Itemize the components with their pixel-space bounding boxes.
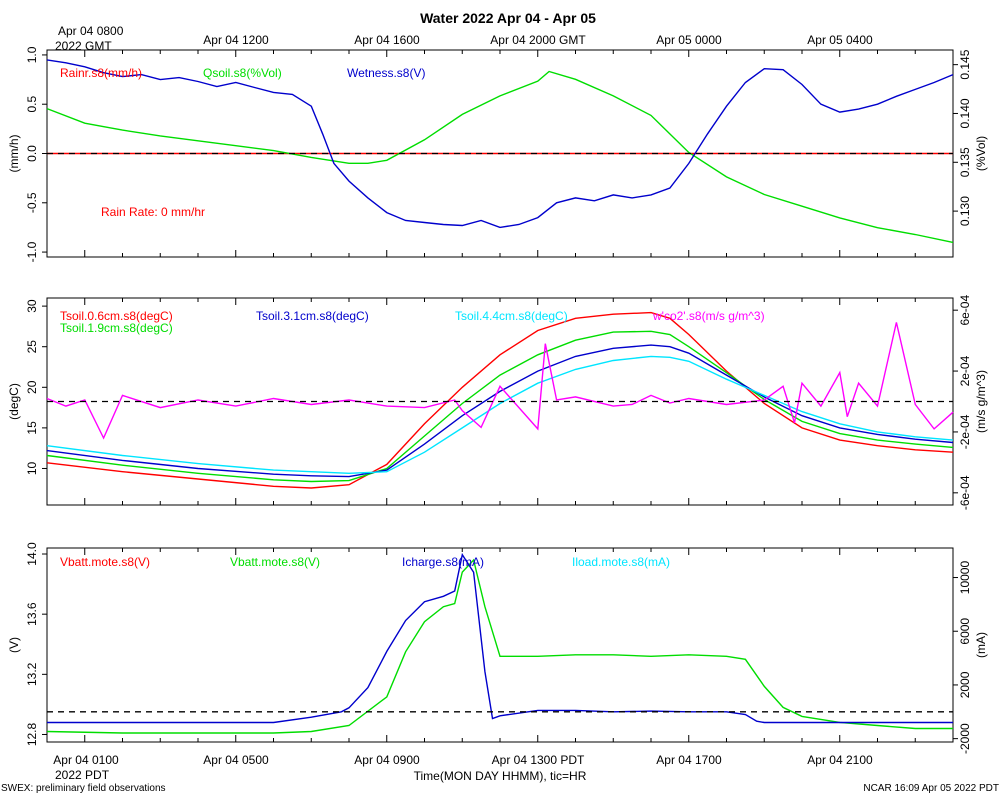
top-tick-label: Apr 04 2000 GMT — [490, 33, 586, 47]
x-axis-label: Time(MON DAY HHMM), tic=HR — [414, 769, 587, 783]
top-tick-label: Apr 04 1200 — [203, 33, 269, 47]
legend-entry: Tsoil.0.6cm.s8(degC) — [60, 309, 173, 323]
chart-title: Water 2022 Apr 04 - Apr 05 — [420, 10, 596, 26]
left-y-tick-label: 30 — [25, 299, 39, 313]
bottom-tick-label: Apr 04 0900 — [354, 753, 420, 767]
left-y-tick-label: 15 — [25, 421, 39, 435]
top-tick-label: Apr 05 0400 — [807, 33, 873, 47]
right-y-tick-label: -2e-04 — [958, 414, 972, 449]
legend-entry: w'co2'.s8(m/s g/m^3) — [652, 309, 765, 323]
series-line — [46, 311, 954, 489]
legend-entry: Icharge.s8(mA) — [402, 555, 484, 569]
left-y-tick-label: 13.2 — [25, 662, 39, 686]
bottom-corner-year: 2022 PDT — [55, 768, 110, 782]
left-y-tick-label: 1.0 — [25, 46, 39, 63]
right-y-tick-label: 6e-04 — [958, 295, 972, 326]
right-y-tick-label: 6000 — [958, 618, 972, 645]
series-line — [46, 344, 954, 478]
legend-entry: Tsoil.1.9cm.s8(degC) — [60, 321, 173, 335]
bottom-tick-label: Apr 04 2100 — [807, 753, 873, 767]
right-y-tick-label: 10000 — [958, 561, 972, 595]
top-tick-label: Apr 05 0000 — [656, 33, 722, 47]
bottom-tick-label: Apr 04 0500 — [203, 753, 269, 767]
left-y-tick-label: 13.6 — [25, 602, 39, 626]
right-y-tick-label: -6e-04 — [958, 475, 972, 510]
left-y-tick-label: -1.0 — [25, 241, 39, 262]
top-corner-year: 2022 GMT — [55, 39, 112, 53]
right-y-tick-label: 0.145 — [958, 49, 972, 79]
footer-left: SWEX: preliminary field observations — [1, 783, 166, 794]
legend-entry: Iload.mote.s8(mA) — [572, 555, 670, 569]
right-y-tick-label: 2000 — [958, 671, 972, 698]
series-line — [46, 322, 954, 440]
bottom-tick-label: Apr 04 1700 — [656, 753, 722, 767]
water-panel: 1.0 0.5 0.0 -0.5 -1.0 (mm/h) 0.145 0.140 0.135 0.… — [7, 46, 988, 262]
left-axis-label: (V) — [7, 637, 21, 653]
left-y-tick-label: 20 — [25, 380, 39, 394]
series-line — [46, 558, 953, 734]
footer-right: NCAR 16:09 Apr 05 2022 PDT — [863, 783, 999, 794]
legend-entry: Tsoil.4.4cm.s8(degC) — [455, 309, 568, 323]
right-y-tick-label: -2000 — [958, 723, 972, 754]
left-y-tick-label: 12.8 — [25, 722, 39, 746]
right-y-tick-label: 0.135 — [958, 147, 972, 177]
series-line — [47, 552, 953, 724]
legend-entry: Wetness.s8(V) — [347, 66, 425, 80]
left-y-tick-label: 10 — [25, 461, 39, 475]
soil-temperature-panel: 30 25 20 15 10 (degC) 6e-04 2e-04 -2e-04 -6e-04 (m… — [7, 295, 988, 511]
legend-entry: Vbatt.mote.s8(V) — [230, 555, 320, 569]
right-y-tick-label: 0.130 — [958, 196, 972, 226]
right-axis-label: (%Vol) — [974, 136, 988, 171]
left-axis-label: (mm/h) — [7, 135, 21, 173]
top-tick-label: Apr 04 1600 — [354, 33, 420, 47]
right-axis-label: (m/s g/m^3) — [974, 370, 988, 433]
left-y-tick-label: 25 — [25, 340, 39, 354]
bottom-tick-label: Apr 04 0100 — [53, 753, 119, 767]
bottom-tick-label: Apr 04 1300 PDT — [492, 753, 585, 767]
legend-entry: Tsoil.3.1cm.s8(degC) — [256, 309, 369, 323]
series-line — [46, 70, 954, 244]
legend-entry: Vbatt.mote.s8(V) — [60, 555, 150, 569]
top-corner-time: Apr 04 0800 — [58, 24, 124, 38]
series-line — [46, 330, 954, 483]
left-y-tick-label: 0.0 — [25, 145, 39, 162]
left-y-tick-label: -0.5 — [25, 192, 39, 213]
rain-rate-annotation: Rain Rate: 0 mm/hr — [101, 205, 205, 219]
legend-entry: Rainr.s8(mm/h) — [60, 66, 142, 80]
left-y-tick-label: 14.0 — [25, 542, 39, 566]
power-panel: 14.0 13.6 13.2 12.8 (V) 10000 6000 2000 -2000 (mA… — [7, 542, 988, 754]
legend-entry: Qsoil.s8(%Vol) — [203, 66, 282, 80]
left-y-tick-label: 0.5 — [25, 96, 39, 113]
right-y-tick-label: 2e-04 — [958, 355, 972, 386]
right-axis-label: (mA) — [974, 632, 988, 658]
left-axis-label: (degC) — [7, 383, 21, 420]
right-y-tick-label: 0.140 — [958, 98, 972, 128]
series-line — [46, 59, 954, 229]
series-line — [46, 355, 954, 475]
